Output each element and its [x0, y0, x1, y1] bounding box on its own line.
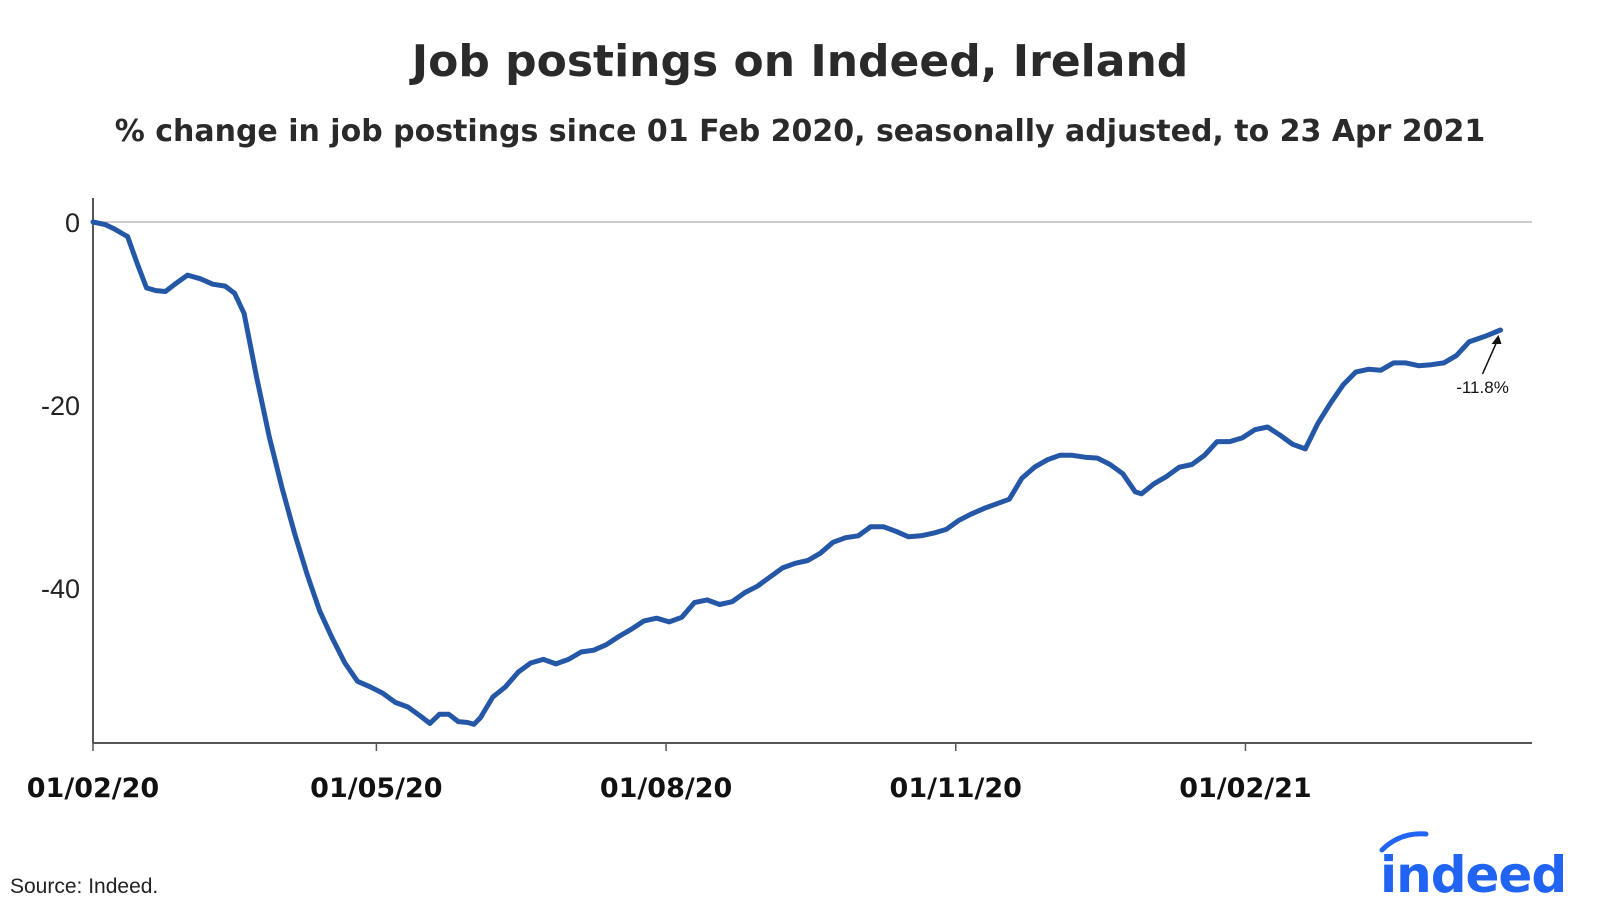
series-line: [90, 219, 1503, 727]
y-tick-label: -40: [41, 574, 80, 604]
x-tick-label: 01/02/21: [1179, 773, 1311, 804]
indeed-logo-text: indeed: [1380, 846, 1566, 900]
x-tick-label: 01/05/20: [310, 773, 442, 804]
chart-subtitle: % change in job postings since 01 Feb 20…: [114, 114, 1486, 149]
annotation-label: -11.8%: [1456, 378, 1509, 397]
annotation-arrowhead: [1491, 334, 1502, 344]
y-tick-label: 0: [65, 208, 80, 238]
x-tick-label: 01/08/20: [600, 773, 732, 804]
chart-title: Job postings on Indeed, Ireland: [411, 36, 1189, 87]
y-tick-label: -20: [41, 391, 80, 421]
indeed-logo-arc: [1379, 831, 1429, 853]
x-tick-label: 01/02/20: [27, 773, 159, 804]
source-note: Source: Indeed.: [10, 875, 159, 898]
indeed-logo[interactable]: indeed: [1378, 830, 1578, 900]
x-tick-label: 01/11/20: [890, 773, 1022, 804]
